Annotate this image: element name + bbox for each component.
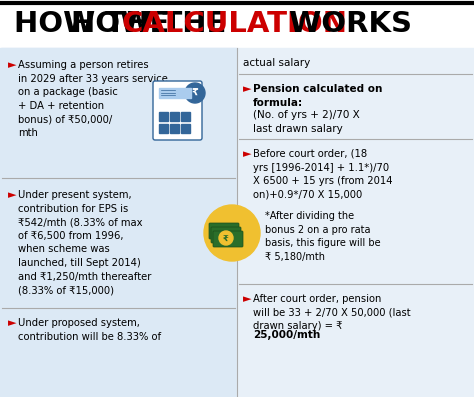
Text: ►: ► bbox=[8, 318, 17, 328]
Text: ₹: ₹ bbox=[223, 233, 229, 243]
Text: HOW THE: HOW THE bbox=[14, 10, 180, 38]
Text: Before court order, (18
yrs [1996-2014] + 1.1*)/70
X 6500 + 15 yrs (from 2014
on: Before court order, (18 yrs [1996-2014] … bbox=[253, 149, 392, 200]
Bar bbox=[0, 0, 474, 48]
FancyBboxPatch shape bbox=[153, 81, 202, 140]
Text: Under proposed system,
contribution will be 8.33% of: Under proposed system, contribution will… bbox=[18, 318, 161, 341]
Bar bbox=[159, 88, 191, 98]
FancyBboxPatch shape bbox=[213, 231, 243, 247]
Text: ►: ► bbox=[243, 149, 252, 159]
Text: After court order, pension
will be 33 + 2/70 X 50,000 (last
drawn salary) = ₹: After court order, pension will be 33 + … bbox=[253, 294, 410, 331]
Circle shape bbox=[185, 83, 205, 103]
Text: CALCULATION: CALCULATION bbox=[122, 10, 348, 38]
Bar bbox=[181, 112, 190, 121]
Text: ►: ► bbox=[243, 294, 252, 304]
Bar bbox=[1, 48, 236, 178]
FancyBboxPatch shape bbox=[209, 223, 239, 239]
Bar bbox=[181, 124, 190, 133]
Text: WORKS: WORKS bbox=[279, 10, 412, 38]
Text: actual salary: actual salary bbox=[243, 58, 310, 68]
Bar bbox=[0, 48, 237, 397]
Text: ₹: ₹ bbox=[191, 88, 199, 98]
Circle shape bbox=[204, 205, 260, 261]
Text: (No. of yrs + 2)/70 X
last drawn salary: (No. of yrs + 2)/70 X last drawn salary bbox=[253, 110, 360, 134]
Text: ►: ► bbox=[8, 190, 17, 200]
Bar bbox=[159, 112, 168, 121]
Bar bbox=[159, 124, 168, 133]
Circle shape bbox=[219, 231, 233, 245]
Text: Assuming a person retires
in 2029 after 33 years service
on a package (basic
+ D: Assuming a person retires in 2029 after … bbox=[18, 60, 168, 138]
Text: ►: ► bbox=[243, 84, 252, 94]
Bar bbox=[170, 112, 179, 121]
Text: Under present system,
contribution for EPS is
₹542/mth (8.33% of max
of ₹6,500 f: Under present system, contribution for E… bbox=[18, 190, 151, 295]
FancyBboxPatch shape bbox=[211, 227, 241, 243]
Bar bbox=[170, 124, 179, 133]
Bar bbox=[237, 48, 474, 397]
Text: *After dividing the
bonus 2 on a pro rata
basis, this figure will be
₹ 5,180/mth: *After dividing the bonus 2 on a pro rat… bbox=[265, 211, 381, 262]
Text: 25,000/mth: 25,000/mth bbox=[253, 330, 320, 340]
Text: HOW THE: HOW THE bbox=[72, 10, 237, 38]
Text: ►: ► bbox=[8, 60, 17, 70]
Text: Pension calculated on
formula:: Pension calculated on formula: bbox=[253, 84, 383, 108]
